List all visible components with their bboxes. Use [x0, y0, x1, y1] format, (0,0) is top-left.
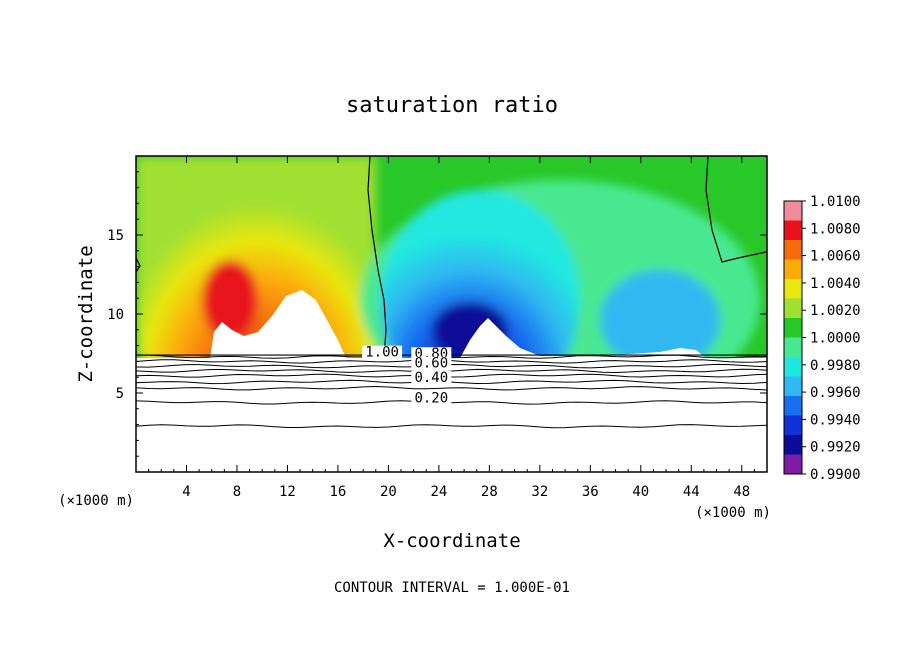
colorbar-swatch	[784, 201, 802, 221]
zero-contour-left	[367, 156, 387, 359]
chart-title: saturation ratio	[346, 93, 558, 118]
y-axis-label: Z-coordinate	[75, 245, 97, 382]
field-cold-right	[600, 270, 720, 370]
x-unit-right: (×1000 m)	[695, 505, 771, 521]
colorbar-label: 0.9980	[810, 358, 861, 374]
contour-label: 0.20	[414, 390, 448, 406]
zero-contour-edge	[136, 257, 141, 273]
colorbar-swatch	[784, 435, 802, 455]
colorbar-swatch	[784, 396, 802, 416]
x-tick-label: 32	[531, 484, 548, 500]
contour-labels: 1.00 0.800.600.400.20	[362, 345, 452, 406]
x-axis-label: X-coordinate	[383, 530, 520, 552]
y-tick-label: 10	[107, 307, 124, 323]
contour-label: 1.00	[365, 345, 399, 361]
colorbar-label: 1.0100	[810, 194, 861, 210]
x-tick-label: 16	[329, 484, 346, 500]
colorbar-labels: 1.0100 1.0080 1.0060 1.0040 1.0020 1.0000 0.99…	[802, 194, 861, 483]
contour-label: 0.40	[414, 370, 448, 386]
colorbar-swatch	[784, 357, 802, 377]
colorbar-swatch	[784, 279, 802, 299]
contour-label-bg	[362, 345, 403, 359]
contour-line	[136, 385, 767, 391]
colorbar-swatch	[784, 298, 802, 319]
x-tick-label: 20	[380, 484, 397, 500]
colorbar-label: 1.0080	[810, 221, 861, 237]
x-unit-left: (×1000 m)	[58, 493, 134, 509]
plot-area: 1.00 0.800.600.400.20 4 8 12 16 20 24 28 32 36 40 4…	[107, 155, 768, 500]
colorbar-swatch	[784, 318, 802, 338]
colorbar-swatch	[784, 220, 802, 241]
zero-contour-right	[705, 156, 767, 263]
y-tick-label: 15	[107, 228, 124, 244]
x-axis-ticks: 4 8 12 16 20 24 28 32 36 40 44 48	[148, 156, 755, 500]
cloud-free-white	[210, 290, 346, 358]
colorbar-label: 0.9900	[810, 467, 861, 483]
contour-label-bg	[411, 356, 452, 370]
contour-line	[136, 363, 767, 369]
contour-label: 0.60	[414, 356, 448, 372]
x-tick-label: 12	[279, 484, 296, 500]
colorbar-swatch	[784, 337, 802, 358]
colorbar-label: 0.9920	[810, 440, 861, 456]
colorbar-label: 1.0020	[810, 303, 861, 319]
contour-line	[136, 400, 767, 405]
colorbar-swatch	[784, 454, 802, 475]
contour-line	[136, 359, 767, 364]
contour-line	[136, 379, 767, 385]
x-tick-label: 4	[182, 484, 190, 500]
colorbar-label: 0.9940	[810, 412, 861, 428]
contour-interval-note: CONTOUR INTERVAL = 1.000E-01	[334, 580, 570, 596]
colorbar-swatch	[784, 376, 802, 397]
contour-label-bg	[411, 370, 452, 384]
x-tick-label: 28	[481, 484, 498, 500]
colorbar-swatch	[784, 259, 802, 280]
colorbar-label: 1.0040	[810, 276, 861, 292]
cloud-free-white-right	[460, 318, 706, 358]
colorbar-label: 1.0000	[810, 331, 861, 347]
x-tick-label: 48	[733, 484, 750, 500]
contour-line	[136, 373, 767, 378]
colorbar-label: 0.9960	[810, 385, 861, 401]
contour-line	[136, 368, 767, 374]
contour-lines	[136, 354, 767, 429]
x-tick-label: 40	[632, 484, 649, 500]
y-tick-label: 5	[116, 386, 124, 402]
x-tick-label: 44	[683, 484, 700, 500]
contour-line	[136, 424, 767, 429]
x-tick-label: 36	[582, 484, 599, 500]
colorbar-swatch	[784, 415, 802, 436]
colorbar: 1.0100 1.0080 1.0060 1.0040 1.0020 1.0000 0.99…	[783, 194, 861, 483]
x-tick-label: 8	[233, 484, 241, 500]
contour-label-bg	[411, 391, 452, 405]
colorbar-swatches	[784, 201, 802, 475]
x-tick-label: 24	[430, 484, 447, 500]
colorbar-label: 1.0060	[810, 249, 861, 265]
colorbar-swatch	[784, 240, 802, 260]
y-axis-ticks: 5 10 15	[107, 171, 767, 457]
field-warm-core	[202, 260, 258, 340]
